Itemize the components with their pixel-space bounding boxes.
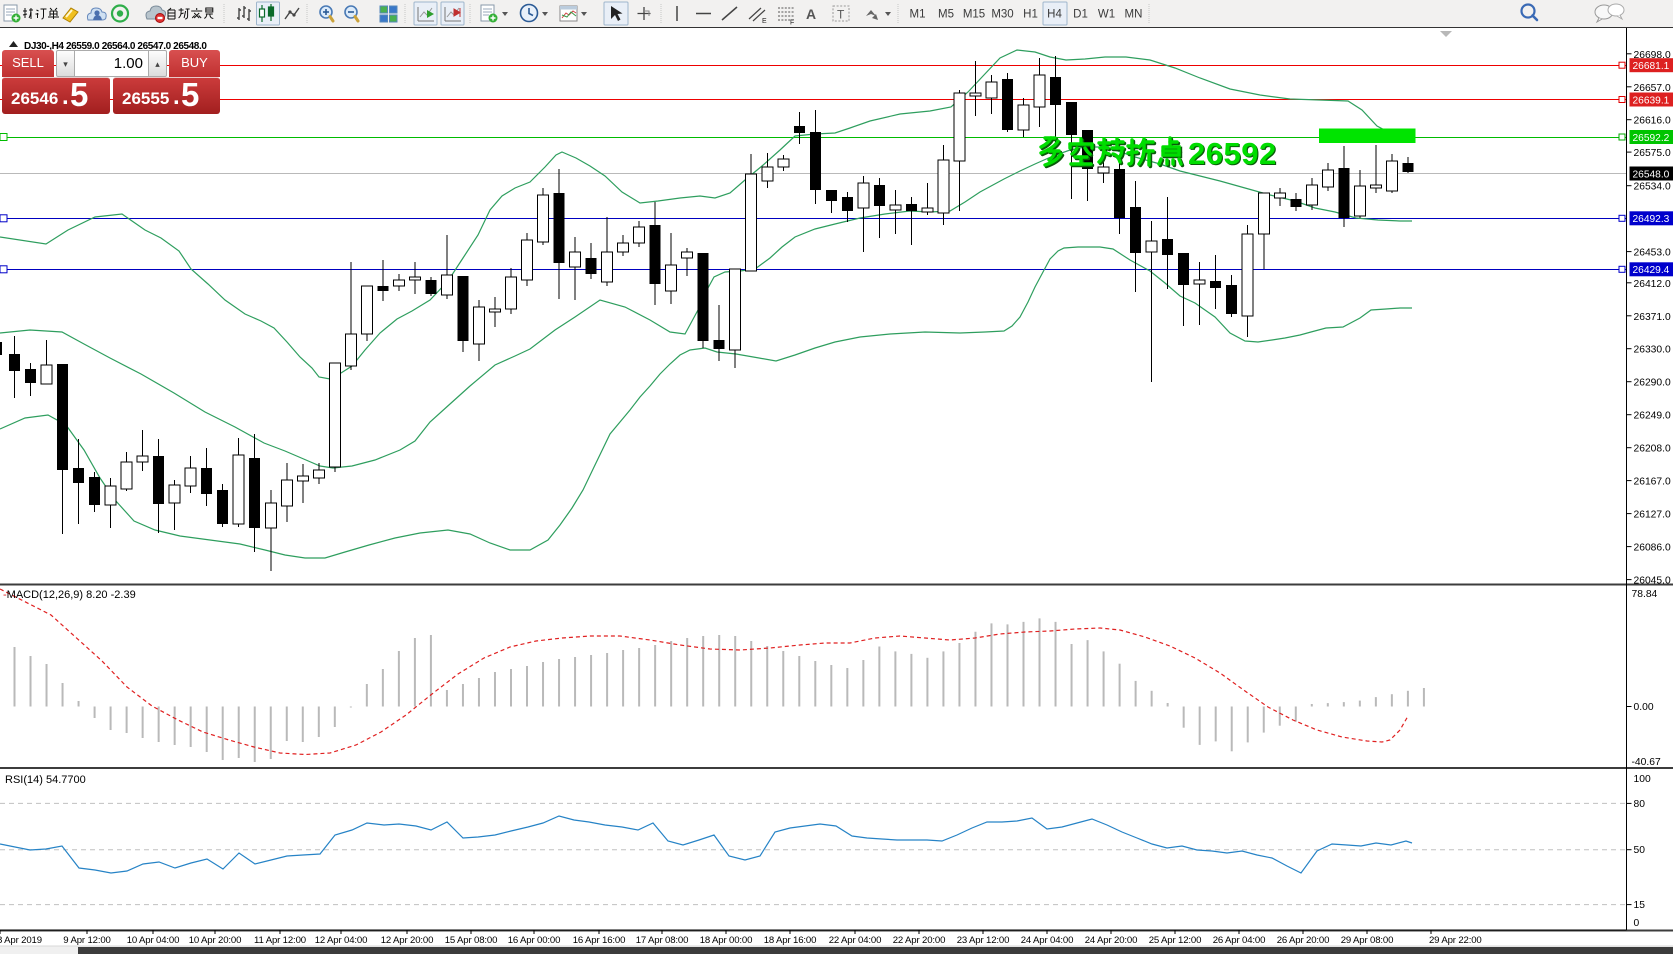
svg-text:A: A [806, 6, 816, 22]
svg-text:9 Apr 12:00: 9 Apr 12:00 [63, 935, 110, 946]
svg-text:15 Apr 08:00: 15 Apr 08:00 [445, 935, 498, 946]
svg-text:26657.0: 26657.0 [1634, 83, 1671, 94]
svg-text:15: 15 [1634, 900, 1646, 911]
svg-text:RSI(14) 54.7700: RSI(14) 54.7700 [5, 774, 86, 786]
svg-text:D1: D1 [1073, 9, 1088, 21]
svg-text:50: 50 [1634, 845, 1646, 856]
svg-text:E: E [762, 18, 767, 25]
svg-text:M15: M15 [963, 9, 985, 21]
svg-text:29 Apr 08:00: 29 Apr 08:00 [1341, 935, 1394, 946]
svg-text:10 Apr 20:00: 10 Apr 20:00 [189, 935, 242, 946]
svg-text:16 Apr 16:00: 16 Apr 16:00 [573, 935, 626, 946]
svg-text:26548.0: 26548.0 [1633, 169, 1670, 180]
svg-text:26698.0: 26698.0 [1634, 50, 1671, 61]
svg-text:26616.0: 26616.0 [1634, 116, 1671, 127]
svg-text:26045.0: 26045.0 [1634, 576, 1671, 587]
svg-text:0: 0 [1634, 918, 1640, 929]
svg-text:-40.67: -40.67 [1632, 757, 1661, 768]
svg-text:8 Apr 2019: 8 Apr 2019 [0, 935, 42, 946]
svg-text:M30: M30 [991, 9, 1013, 21]
svg-text:26412.0: 26412.0 [1634, 279, 1671, 290]
svg-text:-MACD(12,26,9) 8.20 -2.39: -MACD(12,26,9) 8.20 -2.39 [3, 589, 136, 601]
svg-text:26592: 26592 [1188, 136, 1277, 171]
svg-text:26086.0: 26086.0 [1634, 543, 1671, 554]
svg-text:26592.2: 26592.2 [1633, 133, 1670, 144]
svg-text:M1: M1 [910, 9, 926, 21]
svg-text:18 Apr 16:00: 18 Apr 16:00 [764, 935, 817, 946]
svg-text:29 Apr 22:00: 29 Apr 22:00 [1429, 935, 1482, 946]
svg-text:26208.0: 26208.0 [1634, 444, 1671, 455]
svg-text:26492.3: 26492.3 [1633, 214, 1670, 225]
svg-text:26127.0: 26127.0 [1634, 510, 1671, 521]
svg-text:22 Apr 04:00: 22 Apr 04:00 [829, 935, 882, 946]
svg-text:26167.0: 26167.0 [1634, 477, 1671, 488]
svg-text:26639.1: 26639.1 [1633, 95, 1670, 106]
svg-text:80: 80 [1634, 799, 1646, 810]
svg-text:26429.4: 26429.4 [1633, 265, 1670, 276]
svg-text:17 Apr 08:00: 17 Apr 08:00 [636, 935, 689, 946]
svg-text:11 Apr 12:00: 11 Apr 12:00 [254, 935, 306, 946]
svg-text:H4: H4 [1047, 9, 1062, 21]
svg-text:26453.0: 26453.0 [1634, 248, 1671, 259]
svg-text:M5: M5 [938, 9, 954, 21]
svg-text:25 Apr 12:00: 25 Apr 12:00 [1149, 935, 1202, 946]
svg-text:100: 100 [1634, 774, 1651, 785]
svg-text:26 Apr 20:00: 26 Apr 20:00 [1277, 935, 1330, 946]
svg-text:18 Apr 00:00: 18 Apr 00:00 [700, 935, 753, 946]
svg-text:0.00: 0.00 [1634, 702, 1654, 713]
svg-text:16 Apr 00:00: 16 Apr 00:00 [508, 935, 561, 946]
svg-text:10 Apr 04:00: 10 Apr 04:00 [127, 935, 180, 946]
svg-text:F: F [790, 20, 794, 27]
svg-text:DJ30-,H4 26559.0 26564.0 2654: DJ30-,H4 26559.0 26564.0 26547.0 26548.0 [24, 41, 207, 52]
svg-text:26290.0: 26290.0 [1634, 378, 1671, 389]
svg-text:78.84: 78.84 [1632, 589, 1658, 600]
svg-text:26681.1: 26681.1 [1633, 61, 1670, 72]
svg-text:26592: 26592 [1189, 137, 1278, 172]
svg-text:26371.0: 26371.0 [1634, 312, 1671, 323]
svg-text:T: T [837, 8, 845, 22]
svg-text:24 Apr 04:00: 24 Apr 04:00 [1021, 935, 1074, 946]
svg-text:12 Apr 04:00: 12 Apr 04:00 [315, 935, 368, 946]
svg-text:24 Apr 20:00: 24 Apr 20:00 [1085, 935, 1138, 946]
svg-text:26575.0: 26575.0 [1634, 148, 1671, 159]
svg-text:26534.0: 26534.0 [1634, 182, 1671, 193]
svg-text:H1: H1 [1023, 9, 1038, 21]
svg-text:26249.0: 26249.0 [1634, 411, 1671, 422]
svg-text:26330.0: 26330.0 [1634, 345, 1671, 356]
svg-text:22 Apr 20:00: 22 Apr 20:00 [893, 935, 946, 946]
svg-text:23 Apr 12:00: 23 Apr 12:00 [957, 935, 1010, 946]
svg-text:W1: W1 [1098, 9, 1115, 21]
svg-text:12 Apr 20:00: 12 Apr 20:00 [381, 935, 434, 946]
svg-text:MN: MN [1125, 9, 1143, 21]
svg-text:26 Apr 04:00: 26 Apr 04:00 [1213, 935, 1266, 946]
